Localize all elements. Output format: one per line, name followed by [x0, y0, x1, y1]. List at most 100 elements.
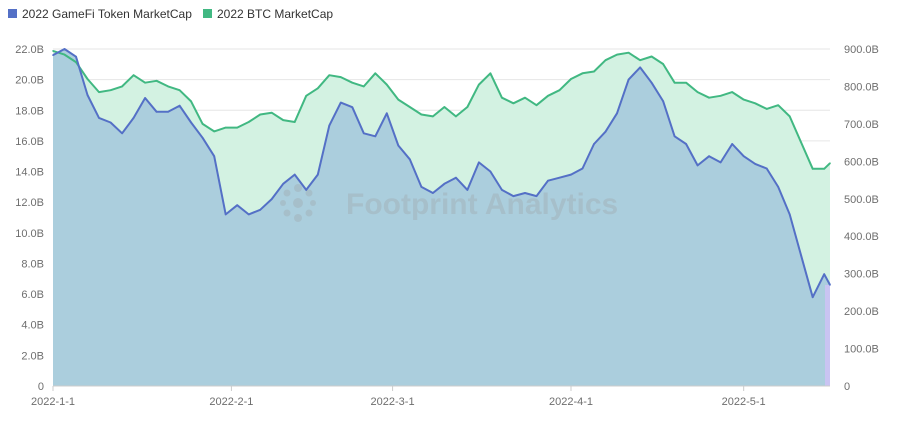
gamefi-point[interactable] [144, 97, 146, 99]
btc-point[interactable] [604, 59, 607, 62]
btc-point[interactable] [409, 106, 411, 108]
btc-point[interactable] [829, 162, 831, 165]
gamefi-point[interactable] [742, 155, 745, 158]
gamefi-point[interactable] [478, 161, 480, 164]
btc-point[interactable] [98, 91, 100, 93]
gamefi-point[interactable] [316, 173, 319, 176]
btc-point[interactable] [788, 115, 791, 118]
gamefi-point[interactable] [685, 143, 687, 145]
gamefi-point[interactable] [765, 167, 768, 170]
gamefi-point[interactable] [270, 198, 273, 200]
btc-point[interactable] [236, 126, 238, 129]
gamefi-point[interactable] [466, 189, 469, 191]
gamefi-point[interactable] [397, 144, 400, 147]
btc-point[interactable] [386, 83, 388, 86]
gamefi-point[interactable] [178, 104, 181, 107]
btc-point[interactable] [224, 126, 227, 129]
btc-point[interactable] [489, 72, 492, 75]
btc-point[interactable] [777, 104, 779, 106]
btc-point[interactable] [132, 74, 135, 77]
gamefi-point[interactable] [501, 189, 503, 191]
gamefi-point[interactable] [75, 55, 77, 58]
btc-point[interactable] [363, 85, 365, 88]
gamefi-point[interactable] [524, 192, 526, 194]
gamefi-point[interactable] [731, 143, 733, 145]
btc-point[interactable] [420, 113, 423, 116]
gamefi-point[interactable] [616, 112, 618, 115]
btc-point[interactable] [708, 96, 710, 99]
btc-point[interactable] [432, 115, 434, 118]
gamefi-point[interactable] [328, 124, 331, 127]
btc-point[interactable] [478, 83, 480, 86]
gamefi-point[interactable] [823, 273, 826, 275]
gamefi-point[interactable] [777, 186, 779, 188]
gamefi-point[interactable] [132, 117, 135, 119]
btc-point[interactable] [339, 76, 342, 78]
btc-point[interactable] [52, 50, 54, 52]
btc-point[interactable] [316, 87, 319, 90]
btc-point[interactable] [696, 91, 699, 93]
btc-point[interactable] [823, 168, 826, 170]
btc-point[interactable] [167, 85, 169, 88]
gamefi-point[interactable] [409, 158, 411, 161]
gamefi-point[interactable] [800, 254, 803, 257]
btc-point[interactable] [466, 106, 469, 108]
gamefi-point[interactable] [363, 132, 365, 135]
gamefi-point[interactable] [213, 155, 215, 158]
btc-point[interactable] [731, 91, 733, 93]
gamefi-point[interactable] [650, 81, 653, 84]
legend[interactable]: 2022 GameFi Token MarketCap 2022 BTC Mark… [8, 7, 333, 21]
btc-point[interactable] [662, 63, 664, 65]
btc-point[interactable] [535, 104, 538, 106]
gamefi-point[interactable] [696, 164, 699, 167]
gamefi-point[interactable] [386, 112, 388, 115]
btc-point[interactable] [811, 168, 814, 170]
btc-point[interactable] [63, 53, 66, 56]
btc-point[interactable] [247, 121, 250, 123]
btc-point[interactable] [201, 123, 204, 125]
gamefi-point[interactable] [374, 135, 377, 138]
btc-point[interactable] [673, 81, 676, 84]
btc-point[interactable] [512, 102, 515, 105]
gamefi-point[interactable] [829, 284, 831, 286]
legend-item-gamefi[interactable]: 2022 GameFi Token MarketCap [8, 7, 192, 21]
btc-point[interactable] [397, 98, 400, 101]
gamefi-point[interactable] [339, 101, 342, 104]
gamefi-point[interactable] [754, 163, 756, 165]
gamefi-point[interactable] [432, 192, 434, 194]
btc-point[interactable] [144, 81, 146, 84]
btc-point[interactable] [627, 51, 630, 54]
gamefi-point[interactable] [581, 167, 584, 170]
btc-point[interactable] [443, 106, 446, 108]
btc-point[interactable] [685, 81, 687, 84]
gamefi-point[interactable] [708, 155, 710, 158]
btc-point[interactable] [765, 108, 768, 110]
gamefi-point[interactable] [811, 296, 814, 298]
gamefi-point[interactable] [247, 213, 250, 216]
btc-point[interactable] [524, 96, 526, 99]
gamefi-point[interactable] [305, 189, 308, 191]
gamefi-point[interactable] [236, 204, 238, 207]
gamefi-point[interactable] [512, 195, 515, 197]
gamefi-point[interactable] [98, 117, 100, 119]
gamefi-point[interactable] [351, 106, 354, 109]
gamefi-point[interactable] [155, 111, 158, 113]
gamefi-point[interactable] [547, 179, 549, 182]
btc-point[interactable] [121, 85, 123, 88]
btc-point[interactable] [639, 59, 641, 62]
gamefi-point[interactable] [52, 54, 54, 56]
gamefi-point[interactable] [443, 183, 446, 185]
btc-point[interactable] [351, 81, 354, 84]
gamefi-point[interactable] [293, 173, 296, 176]
gamefi-point[interactable] [167, 111, 169, 113]
btc-point[interactable] [616, 53, 618, 56]
gamefi-point[interactable] [109, 121, 112, 124]
btc-point[interactable] [374, 72, 377, 75]
btc-point[interactable] [742, 98, 745, 101]
legend-item-btc[interactable]: 2022 BTC MarketCap [203, 7, 333, 21]
gamefi-point[interactable] [788, 213, 791, 216]
btc-point[interactable] [282, 119, 285, 121]
btc-point[interactable] [754, 102, 756, 105]
btc-point[interactable] [305, 95, 308, 97]
gamefi-point[interactable] [673, 135, 676, 138]
